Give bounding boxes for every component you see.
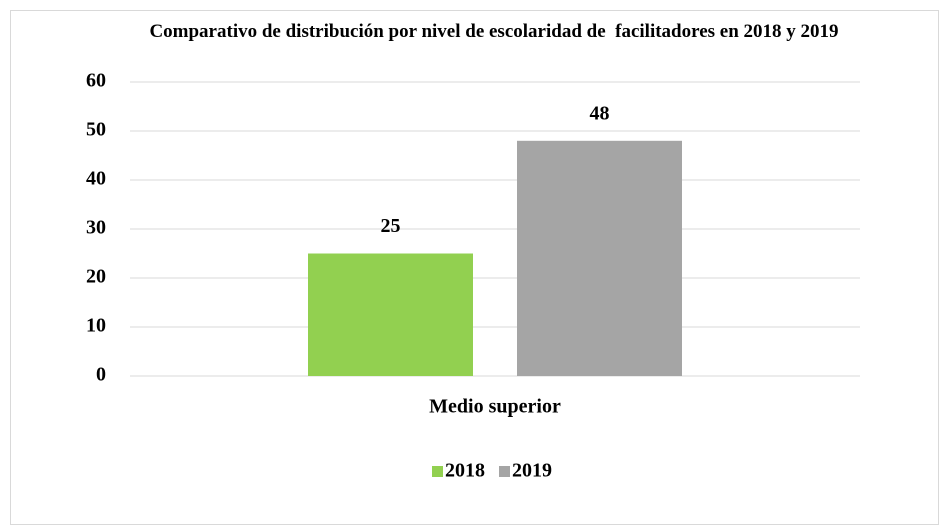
- x-tick-label: Medio superior: [429, 396, 561, 418]
- y-tick-label: 10: [86, 315, 106, 337]
- chart-title: Comparativo de distribución por nivel de…: [149, 21, 839, 42]
- legend-swatch: [432, 466, 443, 477]
- y-tick-label: 40: [86, 168, 106, 190]
- y-tick-label: 50: [86, 119, 106, 141]
- bar: [517, 140, 682, 376]
- y-tick-label: 60: [86, 70, 106, 92]
- legend-swatch: [499, 466, 510, 477]
- y-tick-label: 0: [96, 364, 106, 386]
- data-label: 48: [590, 102, 610, 124]
- y-tick-label: 30: [86, 217, 106, 239]
- legend-label: 2018: [445, 460, 485, 482]
- data-label: 25: [381, 215, 401, 237]
- legend-label: 2019: [512, 460, 552, 482]
- bar: [308, 253, 473, 376]
- chart-frame: [10, 10, 939, 525]
- y-tick-label: 20: [86, 266, 106, 288]
